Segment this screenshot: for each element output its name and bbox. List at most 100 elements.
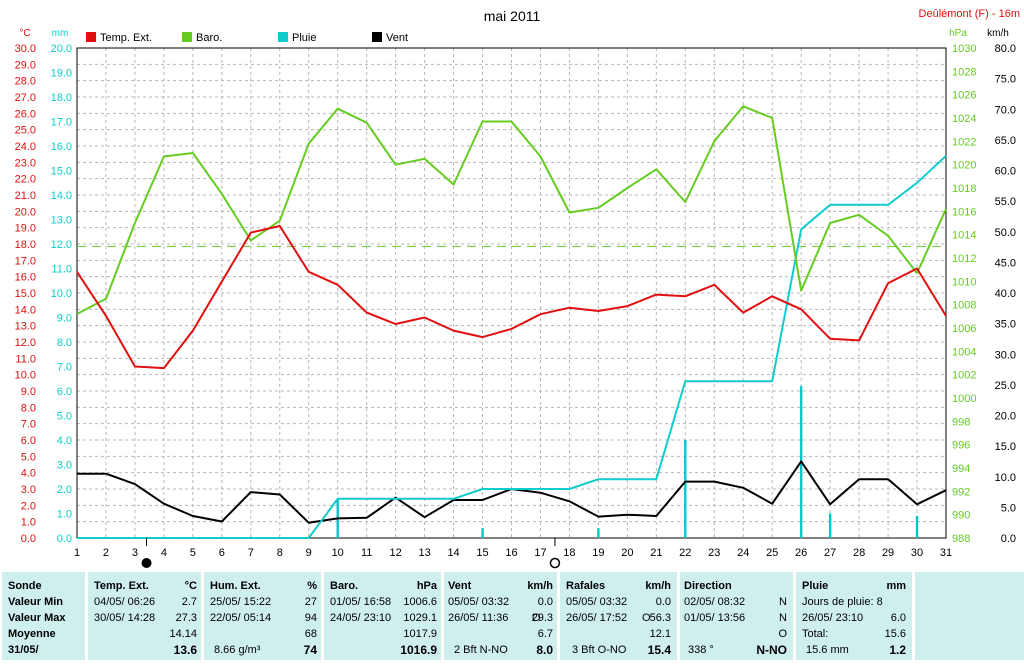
axis-temp-tick-label: 24.0 <box>15 141 36 153</box>
axis-wind-tick-label: 70.0 <box>995 104 1016 116</box>
baro-min-val: 1006.6 <box>403 596 437 608</box>
axis-temp-tick-label: 27.0 <box>15 92 36 104</box>
day-axis: 1 2 3 4 5 6 7 8 9 10 11 12 13 14 15 16 17 18 19 20 21 22 23 24 2… <box>74 547 952 559</box>
sonde-title: Sonde <box>8 580 42 592</box>
temp-min-date: 04/05/ 06:26 <box>94 596 156 608</box>
legend-swatch-rain <box>278 32 288 42</box>
legend-label-wind: Vent <box>386 32 408 44</box>
day-tick-label: 16 <box>505 547 517 559</box>
rafales-last: 15.4 <box>647 643 671 657</box>
pluie-title: Pluie <box>802 580 829 592</box>
axis-rain-tick-label: 15.0 <box>51 166 72 178</box>
day-tick-label: 10 <box>332 547 344 559</box>
day-tick-label: 14 <box>447 547 459 559</box>
baro-max-val: 1029.1 <box>403 612 437 624</box>
axis-baro-tick-label: 1016 <box>952 206 976 218</box>
summary-col-pluie: Pluie mm Jours de pluie: 8 26/05/ 23:10 … <box>796 572 912 660</box>
pluie-unit: mm <box>886 580 906 592</box>
axis-wind-tick-label: 55.0 <box>995 196 1016 208</box>
direction-min-date: 02/05/ 08:32 <box>684 596 746 608</box>
hum-avg: 68 <box>304 628 317 640</box>
moon-markers <box>141 538 561 569</box>
axis-rain-tick-label: 20.0 <box>51 43 72 55</box>
day-tick-label: 6 <box>219 547 225 559</box>
axis-wind-tick-label: 80.0 <box>995 43 1016 55</box>
rafales-unit: km/h <box>645 580 671 592</box>
axis-wind-tick-label: 65.0 <box>995 135 1016 147</box>
axis-rain-tick-label: 17.0 <box>51 117 72 129</box>
axis-baro-tick-label: 992 <box>952 486 970 498</box>
axis-baro-tick-label: 1004 <box>952 346 976 358</box>
sonde-min-label: Valeur Min <box>8 596 64 608</box>
axis-baro-tick-label: 988 <box>952 533 970 545</box>
axis-wind-tick-label: 45.0 <box>995 257 1016 269</box>
legend-label-baro: Baro. <box>196 32 222 44</box>
pluie-max-val: 6.0 <box>890 612 906 624</box>
axis-baro-tick-label: 1008 <box>952 300 976 312</box>
axis-rain-tick-label: 18.0 <box>51 92 72 104</box>
baro-unit: hPa <box>416 580 437 592</box>
axis-temp-tick-label: 3.0 <box>21 484 36 496</box>
axis-temp-tick-label: 0.0 <box>21 533 36 545</box>
axis-temp-tick-label: 18.0 <box>15 239 36 251</box>
day-tick-label: 26 <box>795 547 807 559</box>
day-tick-label: 8 <box>277 547 283 559</box>
temp-avg: 14.14 <box>169 628 197 640</box>
rafales-max-val: 56.3 <box>649 612 671 624</box>
baro-last: 1016.9 <box>400 643 437 657</box>
day-tick-label: 24 <box>737 547 749 559</box>
vent-min-val: 0.0 <box>537 596 553 608</box>
rafales-title: Rafales <box>566 580 606 592</box>
legend-swatch-temp <box>86 32 96 42</box>
axis-baro-tick-label: 1010 <box>952 276 976 288</box>
wind-axis: 0.0 5.0 10.0 15.0 20.0 25.0 30.0 35.0 40.0 45.0 50… <box>995 43 1016 545</box>
axis-temp-tick-label: 22.0 <box>15 174 36 186</box>
axis-rain-tick-label: 4.0 <box>57 435 72 447</box>
axis-baro-tick-label: 1024 <box>952 113 976 125</box>
axis-temp-tick-label: 25.0 <box>15 125 36 137</box>
baro-max-date: 24/05/ 23:10 <box>330 612 392 624</box>
day-tick-label: 1 <box>74 547 80 559</box>
axis-rain-tick-label: 5.0 <box>57 411 72 423</box>
day-tick-label: 19 <box>592 547 604 559</box>
weather-chart: mai 2011 Deûlémont (F) - 16m °C mm hPa k… <box>15 8 1020 569</box>
axis-rain-tick-label: 9.0 <box>57 313 72 325</box>
axis-baro-tick-label: 994 <box>952 463 970 475</box>
day-tick-label: 4 <box>161 547 167 559</box>
axis-wind-tick-label: 25.0 <box>995 380 1016 392</box>
rain-axis-unit: mm <box>52 28 69 39</box>
day-tick-label: 29 <box>882 547 894 559</box>
summary-col-hum: Hum. Ext. % 25/05/ 15:22 27 22/05/ 05:14… <box>204 572 321 660</box>
day-tick-label: 22 <box>679 547 691 559</box>
vent-avg: 6.7 <box>537 628 553 640</box>
temp-axis: 0.0 1.0 2.0 3.0 4.0 5.0 6.0 7.0 8.0 9.0 10.0 11.0 12… <box>15 43 36 545</box>
rafales-max-dir: O <box>642 612 651 624</box>
pluie-max-date: 26/05/ 23:10 <box>802 612 864 624</box>
legend-swatch-wind <box>372 32 382 42</box>
direction-title: Direction <box>684 580 732 592</box>
temp-max-date: 30/05/ 14:28 <box>94 612 156 624</box>
axis-rain-tick-label: 10.0 <box>51 288 72 300</box>
vent-title: Vent <box>448 580 472 592</box>
rafales-min-val: 0.0 <box>655 596 671 608</box>
new-moon-icon <box>141 558 152 568</box>
axis-wind-tick-label: 10.0 <box>995 472 1016 484</box>
baro-min-date: 01/05/ 16:58 <box>330 596 392 608</box>
axis-temp-tick-label: 23.0 <box>15 157 36 169</box>
axis-wind-tick-label: 60.0 <box>995 166 1016 178</box>
axis-wind-tick-label: 75.0 <box>995 74 1016 86</box>
direction-avg: O <box>778 628 787 640</box>
day-tick-label: 25 <box>766 547 778 559</box>
day-tick-label: 30 <box>911 547 923 559</box>
day-tick-label: 15 <box>476 547 488 559</box>
axis-baro-tick-label: 1006 <box>952 323 976 335</box>
axis-temp-tick-label: 5.0 <box>21 451 36 463</box>
hum-abs: 8.66 g/m³ <box>214 644 261 656</box>
legend-label-temp: Temp. Ext. <box>100 32 152 44</box>
axis-baro-tick-label: 1020 <box>952 160 976 172</box>
axis-temp-tick-label: 13.0 <box>15 321 36 333</box>
plot-frame <box>76 47 947 539</box>
axis-wind-tick-label: 5.0 <box>1001 502 1016 514</box>
axis-baro-tick-label: 998 <box>952 416 970 428</box>
hum-min-val: 27 <box>304 596 317 608</box>
